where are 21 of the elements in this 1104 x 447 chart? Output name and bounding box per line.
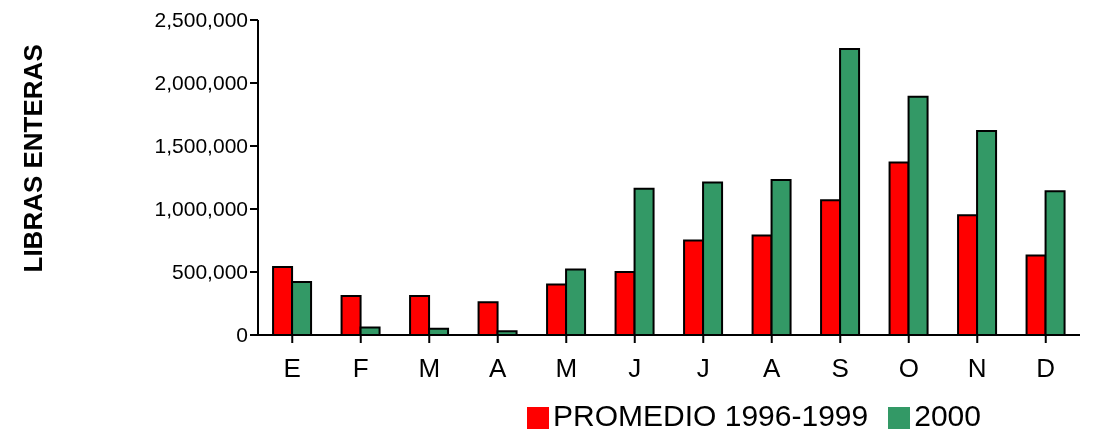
x-tick-label: J xyxy=(696,353,710,384)
x-tick-label: M xyxy=(418,353,441,384)
x-tick-label: S xyxy=(831,353,849,384)
x-tick-label: D xyxy=(1036,353,1056,384)
y-axis-title: LIBRAS ENTERAS xyxy=(18,44,49,273)
legend-label: PROMEDIO 1996-1999 xyxy=(553,399,869,432)
x-tick-label: M xyxy=(555,353,578,384)
x-tick-label: N xyxy=(967,353,987,384)
y-tick-label: 2,500,000 xyxy=(154,8,248,32)
x-tick-label: F xyxy=(352,353,369,384)
x-tick-label: J xyxy=(628,353,642,384)
y-tick-label: 0 xyxy=(236,323,248,347)
x-tick-label: A xyxy=(489,353,508,384)
legend-label: 2000 xyxy=(914,399,981,432)
y-tick-label: 2,000,000 xyxy=(154,71,248,95)
x-tick-label: O xyxy=(898,353,919,384)
y-tick-label: 500,000 xyxy=(172,260,248,284)
x-tick-label: A xyxy=(763,353,782,384)
y-tick-label: 1,500,000 xyxy=(154,134,248,158)
x-tick-label: E xyxy=(283,353,301,384)
y-tick-label: 1,000,000 xyxy=(154,197,248,221)
